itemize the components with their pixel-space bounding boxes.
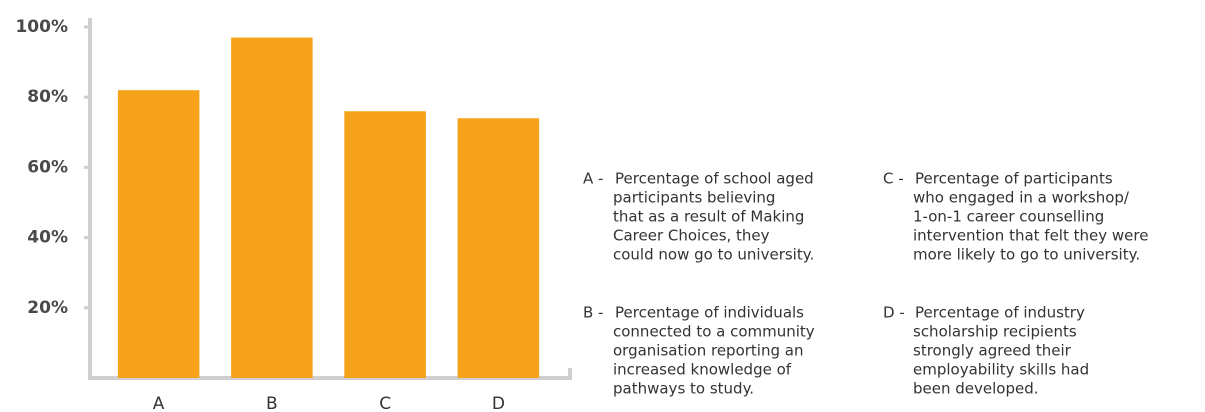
y-tick-label: 100% xyxy=(15,17,68,37)
note-line: could now go to university. xyxy=(613,246,814,264)
note-line: pathways to study. xyxy=(613,380,754,398)
y-tick-label: 60% xyxy=(27,157,68,177)
y-tick-label: 80% xyxy=(27,87,68,107)
note-line: connected to a community xyxy=(613,323,815,341)
note-key: D - xyxy=(883,304,905,322)
note-line: who engaged in a workshop/ xyxy=(913,189,1130,207)
note-line: organisation reporting an xyxy=(613,342,803,360)
note-line: that as a result of Making xyxy=(613,208,804,226)
note-line: Career Choices, they xyxy=(613,227,770,245)
note-line: Percentage of participants xyxy=(915,170,1113,188)
x-tick-label: D xyxy=(492,394,505,412)
note-line: been developed. xyxy=(913,380,1039,398)
note-line: Percentage of individuals xyxy=(615,304,804,322)
x-tick-label: B xyxy=(266,394,278,412)
note-line: intervention that felt they were xyxy=(913,227,1148,245)
note-line: scholarship recipients xyxy=(913,323,1077,341)
x-tick-label: A xyxy=(153,394,165,412)
bar xyxy=(117,90,200,379)
note-line: increased knowledge of xyxy=(613,361,792,379)
note-line: Percentage of school aged xyxy=(615,170,814,188)
bar xyxy=(231,37,313,378)
y-tick-label: 40% xyxy=(27,228,68,248)
note-line: 1-on-1 career counselling xyxy=(913,208,1104,226)
note-key: B - xyxy=(583,304,603,322)
axis xyxy=(88,18,572,380)
y-tick-label: 20% xyxy=(27,298,68,318)
note-line: more likely to go to university. xyxy=(913,246,1140,264)
note-line: employability skills had xyxy=(913,361,1089,379)
note-key: C - xyxy=(883,170,904,188)
bar xyxy=(344,111,426,379)
note-line: strongly agreed their xyxy=(913,342,1072,360)
note-line: Percentage of industry xyxy=(915,304,1085,322)
note-key: A - xyxy=(583,170,603,188)
note-line: participants believing xyxy=(613,189,775,207)
x-tick-label: C xyxy=(379,394,391,412)
bar xyxy=(457,118,540,378)
